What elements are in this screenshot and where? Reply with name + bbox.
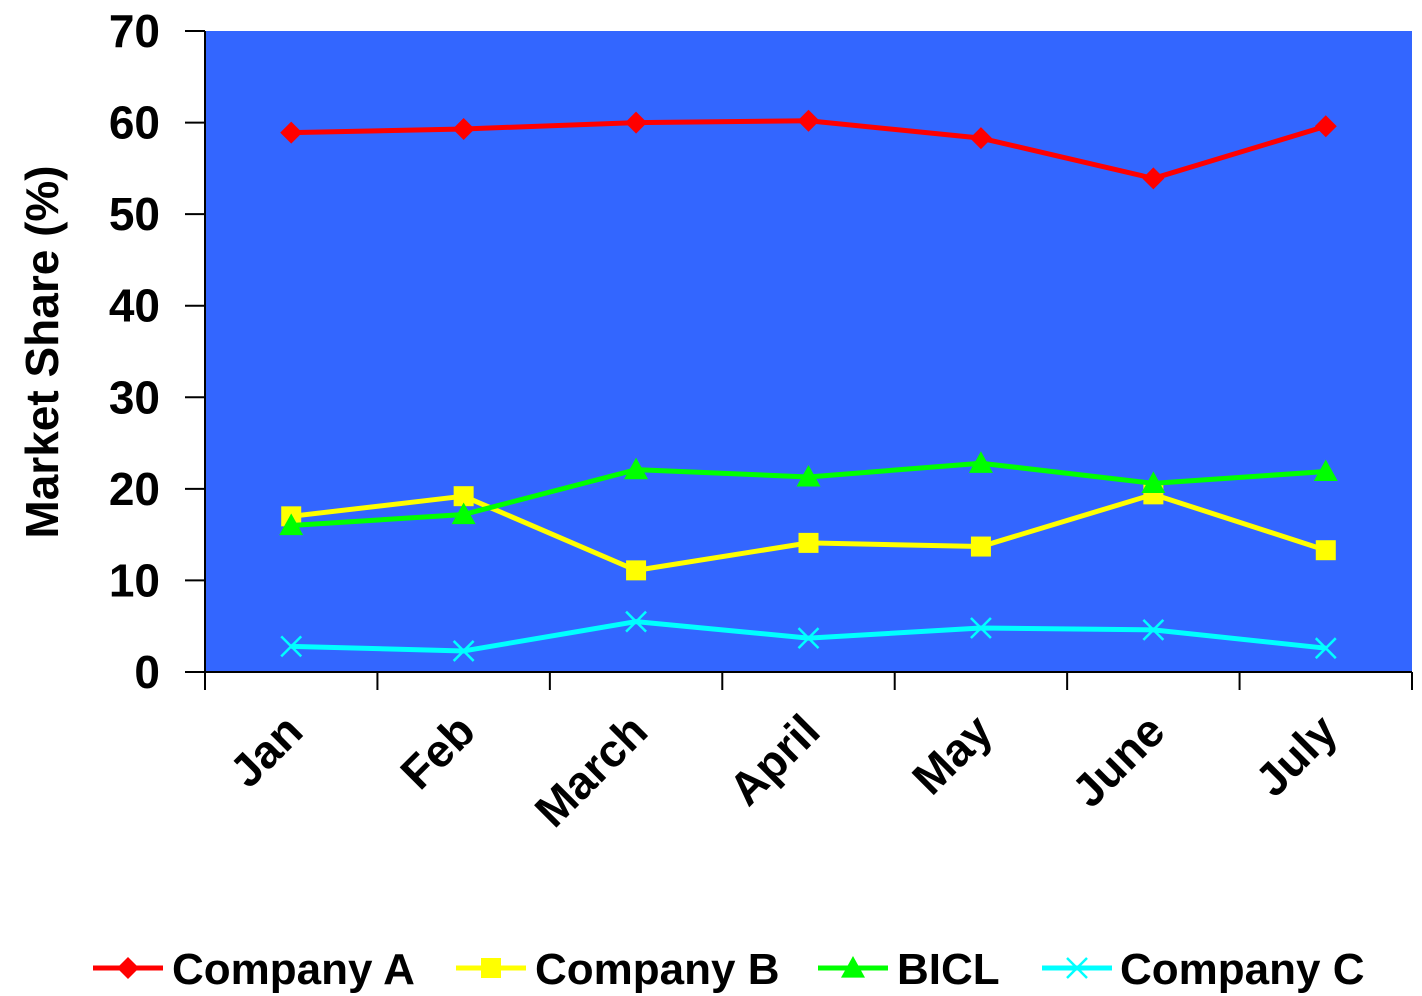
x-tick-label: March xyxy=(525,704,658,837)
data-point xyxy=(797,109,820,132)
data-point xyxy=(968,451,993,473)
data-point xyxy=(797,627,820,650)
data-point xyxy=(451,502,476,525)
data-point xyxy=(279,513,304,536)
data-point xyxy=(452,640,475,662)
y-tick-label: 10 xyxy=(109,554,160,606)
series-company-a xyxy=(280,109,1337,190)
data-point xyxy=(1314,115,1337,138)
data-point xyxy=(626,560,647,581)
legend-swatch-marker xyxy=(481,958,501,978)
data-point xyxy=(1314,637,1337,660)
x-tick-label: June xyxy=(1062,704,1175,817)
data-point xyxy=(969,127,992,150)
y-tick-label: 20 xyxy=(109,463,160,515)
data-point xyxy=(280,121,303,144)
data-point xyxy=(1315,540,1336,561)
x-tick-label: Feb xyxy=(390,704,485,799)
x-tick-label: April xyxy=(719,704,830,815)
data-point xyxy=(1142,167,1165,190)
legend-item: Company A xyxy=(93,945,415,994)
legend-swatch-marker xyxy=(841,956,865,978)
y-tick-label: 60 xyxy=(109,97,160,149)
data-point xyxy=(798,532,819,553)
y-tick-label: 50 xyxy=(109,188,160,240)
legend-item: BICL xyxy=(818,945,1000,994)
data-point xyxy=(625,610,647,633)
y-tick-label: 70 xyxy=(109,5,160,57)
y-tick-label: 0 xyxy=(134,646,160,698)
data-point xyxy=(453,486,474,507)
legend-label: BICL xyxy=(897,945,1000,994)
data-point xyxy=(1141,471,1166,493)
x-tick-label: July xyxy=(1245,704,1347,806)
data-point xyxy=(452,117,475,140)
x-tick-label: May xyxy=(902,704,1002,804)
legend-item: Company B xyxy=(456,945,779,994)
series-layer xyxy=(279,109,1338,662)
data-point xyxy=(625,111,648,134)
legend-label: Company C xyxy=(1120,945,1364,994)
y-axis-title: Market Share (%) xyxy=(16,165,68,538)
series-company-c xyxy=(280,610,1337,662)
legend: Company A Company B BICL Company C xyxy=(93,945,1364,994)
legend-swatch-marker xyxy=(117,957,139,979)
y-tick-label: 30 xyxy=(109,371,160,423)
series-bicl xyxy=(279,451,1338,536)
data-point xyxy=(1142,618,1165,641)
data-point xyxy=(970,617,992,639)
plot-background xyxy=(205,31,1412,672)
data-point xyxy=(796,464,821,487)
axes xyxy=(185,30,1413,690)
legend-label: Company B xyxy=(535,945,779,994)
data-point xyxy=(280,635,303,658)
y-tick-label: 40 xyxy=(109,280,160,332)
legend-label: Company A xyxy=(172,945,415,994)
data-point xyxy=(624,457,649,480)
legend-swatch-marker xyxy=(1066,957,1088,979)
data-point xyxy=(970,536,991,557)
legend-item: Company C xyxy=(1042,945,1364,994)
data-point xyxy=(1313,459,1338,482)
x-tick-label: Jan xyxy=(219,704,312,797)
